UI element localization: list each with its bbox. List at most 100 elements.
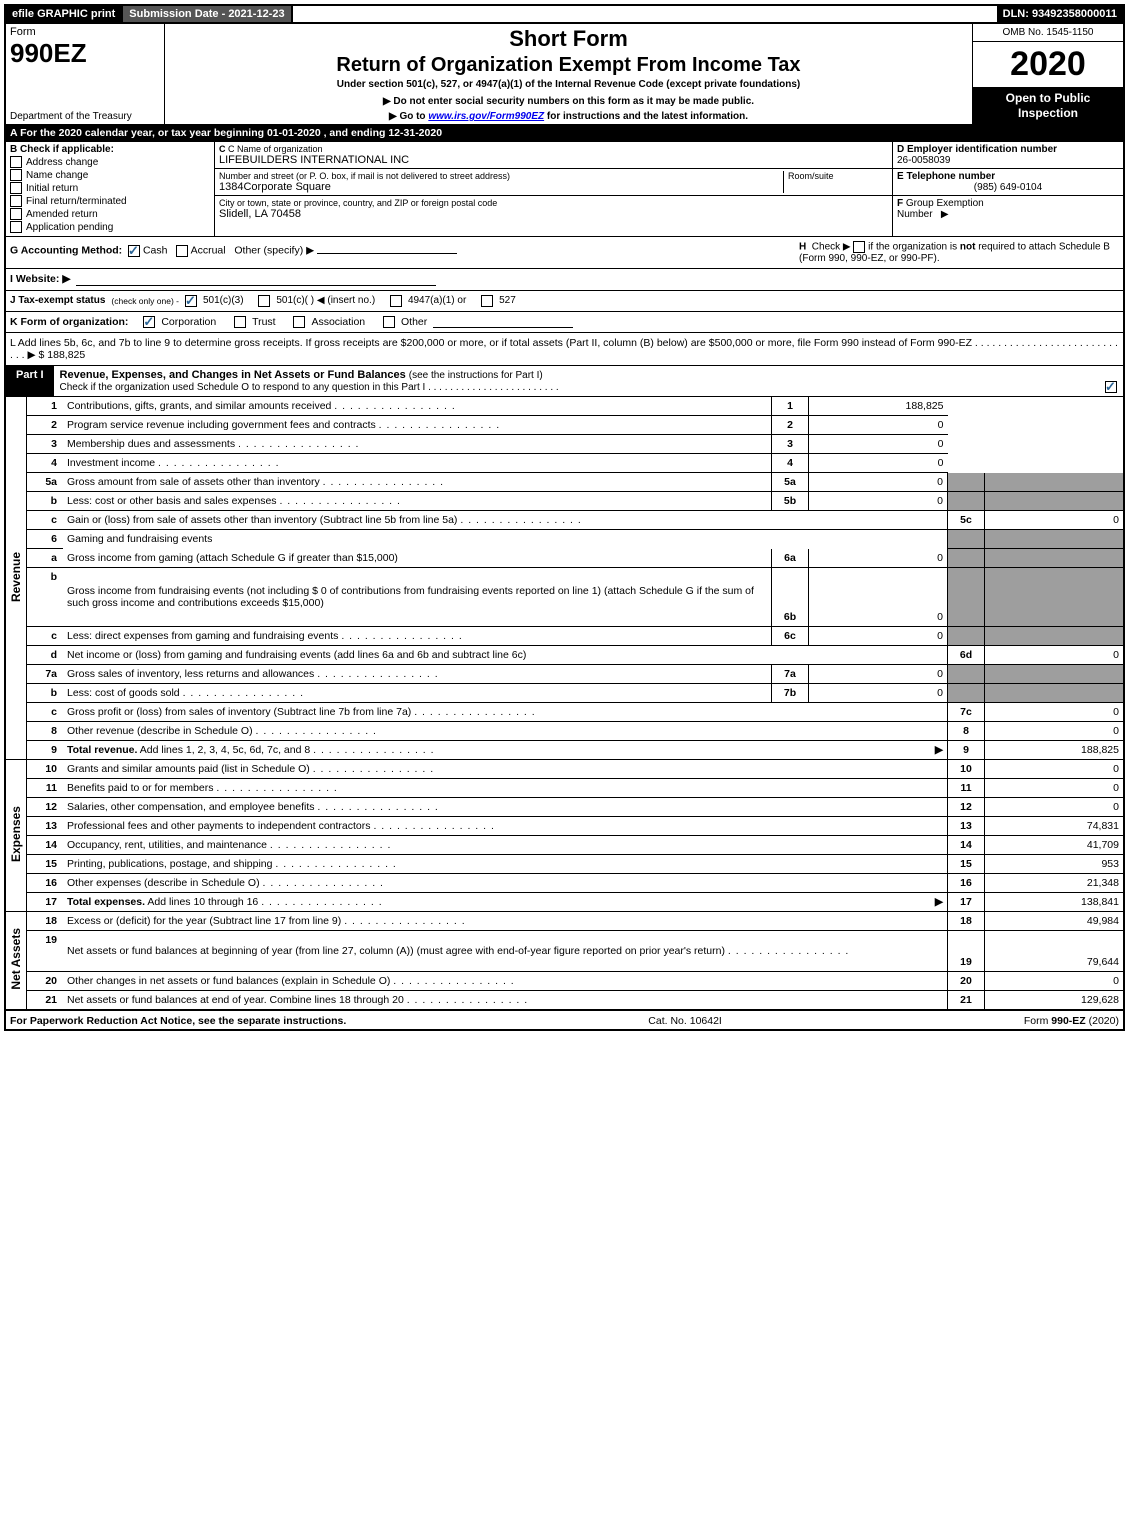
right-no: 16 — [948, 874, 985, 893]
grey-cell — [985, 473, 1125, 492]
right-no: 3 — [772, 435, 809, 454]
line-desc: Membership dues and assessments — [63, 435, 772, 454]
right-no: 11 — [948, 779, 985, 798]
opt-cash: Cash — [143, 245, 168, 257]
grey-cell — [948, 473, 985, 492]
chk-4947[interactable] — [390, 295, 402, 307]
line-no: 10 — [27, 760, 64, 779]
spacer — [293, 6, 997, 22]
line-no: 13 — [27, 817, 64, 836]
org-name-label: C C Name of organization — [219, 144, 888, 154]
table-row: 6 Gaming and fundraising events — [5, 530, 1124, 549]
line-no: b — [27, 568, 64, 627]
chk-schedule-o[interactable] — [1105, 381, 1117, 393]
right-no: 5c — [948, 511, 985, 530]
right-val: 0 — [985, 798, 1125, 817]
chk-application-pending[interactable]: Application pending — [10, 221, 210, 233]
right-val: 129,628 — [985, 991, 1125, 1010]
table-row: 15 Printing, publications, postage, and … — [5, 855, 1124, 874]
right-no: 14 — [948, 836, 985, 855]
box-b-title: B Check if applicable: — [10, 144, 210, 155]
dept-label: Department of the Treasury — [10, 111, 160, 122]
line-no: 11 — [27, 779, 64, 798]
chk-527[interactable] — [481, 295, 493, 307]
right-val: 0 — [985, 646, 1125, 665]
right-val: 41,709 — [985, 836, 1125, 855]
right-no: 12 — [948, 798, 985, 817]
right-no: 6d — [948, 646, 985, 665]
chk-501c[interactable] — [258, 295, 270, 307]
other-specify-input[interactable] — [317, 241, 457, 254]
chk-accrual[interactable] — [176, 245, 188, 257]
table-row: c Less: direct expenses from gaming and … — [5, 627, 1124, 646]
mini-no: 5a — [772, 473, 809, 492]
line-no: 19 — [27, 931, 64, 972]
chk-trust[interactable] — [234, 316, 246, 328]
checkbox-icon — [10, 208, 22, 220]
line-no: 3 — [27, 435, 64, 454]
table-row: 9 Total revenue. Add lines 1, 2, 3, 4, 5… — [5, 741, 1124, 760]
group-exemption-label: F Group ExemptionNumber ▶ — [897, 198, 1119, 220]
opt-other: Other (specify) ▶ — [234, 245, 314, 257]
grey-cell — [948, 684, 985, 703]
phone-label: E Telephone number — [897, 171, 1119, 182]
line-desc: Less: direct expenses from gaming and fu… — [63, 627, 772, 646]
line-desc: Gaming and fundraising events — [63, 530, 948, 549]
right-no: 1 — [772, 397, 809, 416]
chk-final-return[interactable]: Final return/terminated — [10, 195, 210, 207]
right-val: 188,825 — [985, 741, 1125, 760]
right-no: 19 — [948, 931, 985, 972]
chk-corp[interactable] — [143, 316, 155, 328]
line-desc: Other changes in net assets or fund bala… — [63, 972, 948, 991]
line-no: 20 — [27, 972, 64, 991]
chk-name-change[interactable]: Name change — [10, 169, 210, 181]
efile-label: efile GRAPHIC print — [6, 6, 123, 22]
table-row: 4 Investment income 4 0 — [5, 454, 1124, 473]
paperwork-notice: For Paperwork Reduction Act Notice, see … — [10, 1015, 346, 1027]
right-val: 188,825 — [809, 397, 948, 416]
chk-cash[interactable] — [128, 245, 140, 257]
line-no: 6 — [27, 530, 64, 549]
right-no: 10 — [948, 760, 985, 779]
chk-other-org[interactable] — [383, 316, 395, 328]
form-number: 990EZ — [10, 38, 160, 69]
top-bar: efile GRAPHIC print Submission Date - 20… — [4, 4, 1125, 22]
header-center: Short Form Return of Organization Exempt… — [165, 24, 973, 124]
website-input[interactable] — [76, 273, 436, 286]
right-val: 0 — [985, 703, 1125, 722]
box-def: D Employer identification number 26-0058… — [893, 142, 1123, 236]
opt-527: 527 — [499, 295, 516, 306]
mini-no: 6c — [772, 627, 809, 646]
chk-h[interactable] — [853, 241, 865, 253]
chk-address-change[interactable]: Address change — [10, 156, 210, 168]
table-row: b Less: cost or other basis and sales ex… — [5, 492, 1124, 511]
line-no: 9 — [27, 741, 64, 760]
line-no: 1 — [27, 397, 64, 416]
opt-other-org: Other — [401, 316, 427, 328]
line-no: a — [27, 549, 64, 568]
right-no: 2 — [772, 416, 809, 435]
irs-link[interactable]: www.irs.gov/Form990EZ — [428, 111, 544, 122]
line-i: I Website: ▶ — [4, 269, 1125, 291]
footer: For Paperwork Reduction Act Notice, see … — [4, 1010, 1125, 1031]
omb-number: OMB No. 1545-1150 — [973, 24, 1123, 42]
line-desc: Excess or (deficit) for the year (Subtra… — [63, 912, 948, 931]
line-desc: Printing, publications, postage, and shi… — [63, 855, 948, 874]
dln-label: DLN: 93492358000011 — [997, 6, 1123, 22]
right-val: 0 — [809, 435, 948, 454]
line-l: L Add lines 5b, 6c, and 7b to line 9 to … — [4, 333, 1125, 366]
chk-assoc[interactable] — [293, 316, 305, 328]
chk-initial-return[interactable]: Initial return — [10, 182, 210, 194]
chk-501c3[interactable] — [185, 295, 197, 307]
opt-4947: 4947(a)(1) or — [408, 295, 466, 306]
line-desc: Gross profit or (loss) from sales of inv… — [63, 703, 948, 722]
line-desc: Grants and similar amounts paid (list in… — [63, 760, 948, 779]
line-no: 7a — [27, 665, 64, 684]
chk-amended-return[interactable]: Amended return — [10, 208, 210, 220]
other-org-input[interactable] — [433, 316, 573, 329]
right-val: 0 — [985, 511, 1125, 530]
right-no: 8 — [948, 722, 985, 741]
goto-pre: ▶ Go to — [389, 111, 428, 122]
sidebar-revenue: Revenue — [5, 397, 27, 760]
city-value: Slidell, LA 70458 — [219, 208, 888, 220]
